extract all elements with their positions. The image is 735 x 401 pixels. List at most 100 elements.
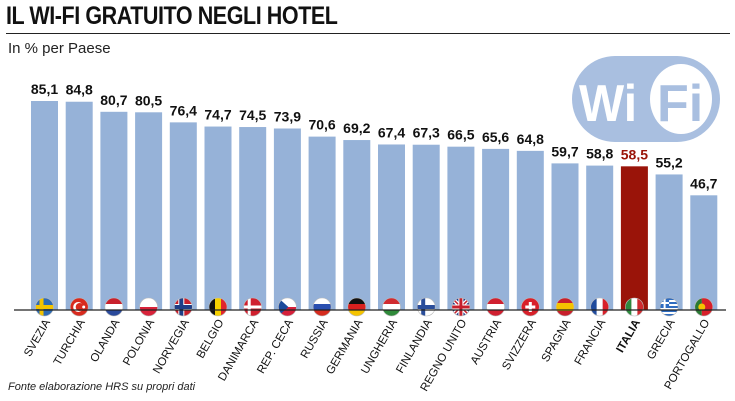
flag-outline (520, 297, 540, 317)
flag-outline (694, 297, 714, 317)
chart-subtitle: In % per Paese (8, 40, 111, 57)
title-divider (6, 33, 730, 34)
bar-finlandia (412, 144, 440, 310)
flag-outline (625, 297, 644, 317)
flag-outline (174, 297, 193, 317)
value-label-svizzera: 64,8 (517, 131, 544, 147)
finland-flag-icon (417, 298, 436, 316)
flag-outline (382, 297, 401, 317)
bar-danimarca (239, 127, 267, 311)
bar-ungheria (378, 144, 405, 310)
bar-rep-ceca (273, 128, 301, 310)
category-label-norvegia: NORVEGIA (151, 317, 192, 376)
hungary-flag-icon (382, 298, 401, 316)
flag-outline (451, 297, 471, 317)
flag-outline (104, 297, 124, 317)
denmark-flag-icon (243, 298, 262, 316)
value-label-finlandia: 67,3 (413, 125, 440, 141)
flag-outline (590, 297, 610, 317)
category-label-austria: AUSTRIA (469, 317, 504, 366)
bar-olanda (100, 111, 128, 310)
czech-flag-icon (278, 298, 297, 316)
uk-flag-icon (451, 298, 470, 316)
bar-germania (343, 140, 371, 310)
value-label-belgio: 74,7 (204, 107, 231, 123)
bar-polonia (135, 112, 163, 310)
wifi-logo-wi: Wi (579, 74, 637, 132)
category-label-rep-ceca: REP. CECA (255, 317, 296, 376)
flag-outline (35, 297, 54, 317)
germany-flag-icon (347, 298, 366, 316)
flag-outline (139, 297, 158, 317)
france-flag-icon (590, 298, 609, 316)
category-label-belgio: BELGIO (195, 317, 227, 360)
bar-turchia (65, 101, 93, 310)
flag-outline (69, 297, 89, 317)
value-label-ungheria: 67,4 (378, 124, 405, 140)
category-label-italia: ITALIA (615, 318, 643, 355)
category-label-ungheria: UNGHERIA (359, 317, 400, 376)
source-note: Fonte elaborazione HRS su propri dati (8, 381, 196, 393)
flag-outline (347, 297, 367, 317)
norway-flag-icon (174, 298, 193, 316)
value-label-austria: 65,6 (482, 129, 509, 145)
greece-flag-icon (660, 298, 679, 316)
flag-outline (555, 297, 575, 317)
bar-francia (586, 165, 614, 310)
chart-title: IL WI-FI GRATUITO NEGLI HOTEL (6, 2, 338, 30)
austria-flag-icon (486, 298, 505, 316)
value-label-francia: 58,8 (586, 146, 613, 162)
category-label-francia: FRANCIA (573, 317, 609, 367)
value-label-italia: 58,5 (621, 146, 648, 162)
category-label-polonia: POLONIA (121, 317, 157, 368)
value-label-spagna: 59,7 (551, 143, 578, 159)
russia-flag-icon (313, 298, 332, 316)
bar-norvegia (169, 122, 197, 310)
bar-svezia (31, 101, 58, 310)
value-label-grecia: 55,2 (655, 154, 682, 170)
flag-outline (486, 297, 505, 317)
switzerland-flag-icon (521, 298, 540, 316)
flag-outline (312, 297, 332, 317)
value-label-svezia: 85,1 (31, 81, 58, 97)
wifi-logo-icon: Wi Fi (572, 56, 720, 142)
category-label-svizzera: SVIZZERA (500, 317, 539, 372)
value-label-portogallo: 46,7 (690, 175, 717, 191)
flag-outline (659, 297, 679, 317)
value-label-rep-ceca: 73,9 (274, 109, 301, 125)
bar-svizzera (516, 150, 544, 310)
spain-flag-icon (556, 298, 574, 316)
category-label-turchia: TURCHIA (52, 317, 88, 368)
category-label-russia: RUSSIA (299, 317, 331, 360)
bar-russia (308, 136, 336, 310)
value-label-turchia: 84,8 (66, 82, 93, 98)
flag-outline (278, 297, 297, 317)
belgium-flag-icon (209, 298, 227, 316)
portugal-flag-icon (694, 298, 713, 316)
bar-portogallo (690, 195, 718, 310)
value-label-olanda: 80,7 (100, 92, 127, 108)
category-label-svezia: SVEZIA (22, 317, 53, 359)
bar-austria (482, 148, 510, 310)
value-label-russia: 70,6 (308, 117, 335, 133)
category-label-germania: GERMANIA (324, 317, 365, 376)
value-label-regno-unito: 66,5 (447, 127, 474, 143)
category-label-spagna: SPAGNA (540, 317, 574, 364)
category-label-finlandia: FINLANDIA (394, 317, 435, 375)
wifi-logo-fi: Fi (657, 75, 703, 133)
italy-flag-icon (625, 298, 644, 316)
flag-outline (208, 297, 228, 317)
category-label-olanda: OLANDA (88, 317, 122, 364)
bar-grecia (655, 174, 683, 310)
flag-outline (243, 297, 262, 317)
value-label-germania: 69,2 (343, 120, 370, 136)
value-label-polonia: 80,5 (135, 92, 162, 108)
bar-regno-unito (447, 146, 475, 310)
category-label-grecia: GRECIA (645, 317, 678, 361)
netherlands-flag-icon (104, 298, 123, 316)
sweden-flag-icon (35, 298, 54, 316)
bar-belgio (204, 126, 232, 310)
value-label-danimarca: 74,5 (239, 107, 266, 123)
value-label-norvegia: 76,4 (170, 102, 197, 118)
